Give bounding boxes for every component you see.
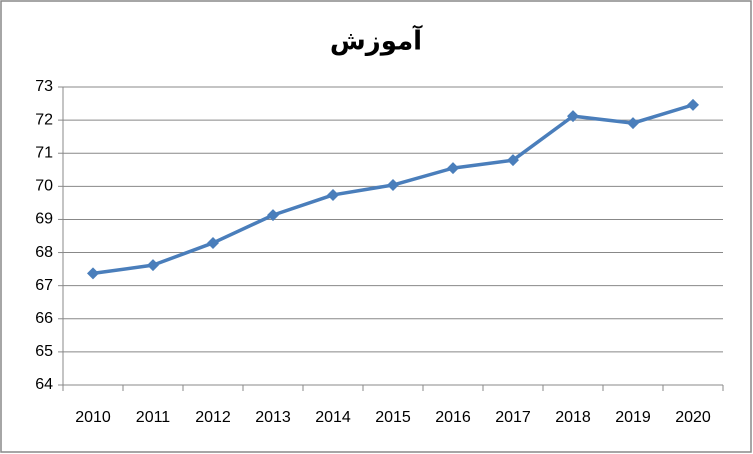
chart-title: آموزش	[330, 25, 423, 57]
point-marker	[687, 98, 699, 111]
point-marker	[267, 209, 279, 222]
x-tick-label: 2015	[375, 409, 411, 426]
y-tick-label: 64	[35, 376, 53, 393]
point-marker	[507, 154, 519, 167]
y-tick-label: 71	[35, 144, 53, 161]
point-marker	[567, 110, 579, 123]
point-marker	[627, 117, 639, 130]
y-tick-label: 70	[35, 178, 53, 195]
point-marker	[387, 179, 399, 192]
point-marker	[207, 236, 219, 249]
x-tick-label: 2016	[435, 409, 471, 426]
x-tick-label: 2014	[315, 409, 351, 426]
point-marker	[327, 188, 339, 201]
y-tick-label: 66	[35, 310, 53, 327]
point-marker	[147, 259, 159, 272]
y-tick-label: 65	[35, 343, 53, 360]
x-tick-label: 2019	[615, 409, 651, 426]
point-marker	[87, 267, 99, 280]
y-tick-label: 69	[35, 211, 53, 228]
x-tick-label: 2012	[195, 409, 231, 426]
x-tick-label: 2018	[555, 409, 591, 426]
x-tick-label: 2017	[495, 409, 531, 426]
x-tick-label: 2011	[136, 409, 171, 426]
x-tick-label: 2020	[675, 409, 711, 426]
x-tick-label: 2010	[75, 409, 111, 426]
y-tick-label: 73	[35, 78, 53, 95]
y-tick-label: 72	[35, 111, 53, 128]
point-marker	[447, 162, 459, 175]
x-tick-label: 2013	[255, 409, 291, 426]
y-tick-label: 67	[35, 277, 53, 294]
y-tick-label: 68	[35, 244, 53, 261]
